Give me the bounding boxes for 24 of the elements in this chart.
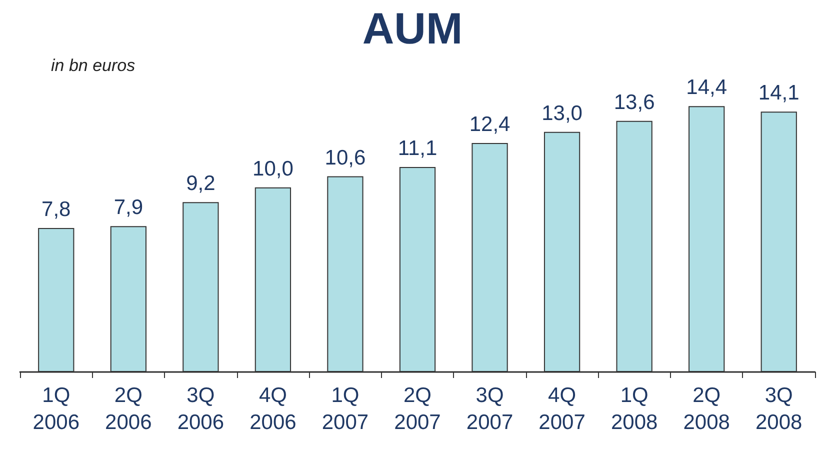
data-label: 14,1: [758, 82, 800, 105]
data-label: 14,4: [686, 76, 728, 100]
data-label: 11,1: [398, 137, 438, 160]
data-label: 7,9: [114, 196, 144, 220]
data-label: 9,2: [186, 172, 216, 196]
x-tick-label: 2Q 2008: [683, 384, 730, 434]
x-tick-label: 1Q 2008: [610, 384, 658, 434]
x-tick-label: 2Q 2007: [394, 384, 441, 434]
chart-subtitle: in bn euros: [51, 56, 136, 75]
x-tick-label: 2Q 2006: [105, 384, 152, 434]
data-label: 10,6: [324, 146, 366, 170]
x-tick-label: 3Q 2006: [177, 384, 224, 434]
data-label: 7,8: [42, 198, 71, 221]
x-tick-label: 3Q 2007: [466, 384, 514, 434]
x-tick-label: 4Q 2007: [538, 384, 586, 434]
x-tick-label: 3Q 2008: [756, 384, 802, 434]
data-label: 13,0: [542, 102, 582, 125]
x-tick-label: 4Q 2006: [250, 384, 296, 434]
x-tick-label: 1Q 2006: [32, 384, 80, 434]
data-label: 13,6: [614, 90, 655, 114]
data-label: 12,4: [469, 113, 511, 136]
data-label: 10,0: [252, 157, 294, 180]
x-tick-label: 1Q 2007: [322, 384, 369, 434]
chart-title: AUM: [362, 4, 463, 54]
